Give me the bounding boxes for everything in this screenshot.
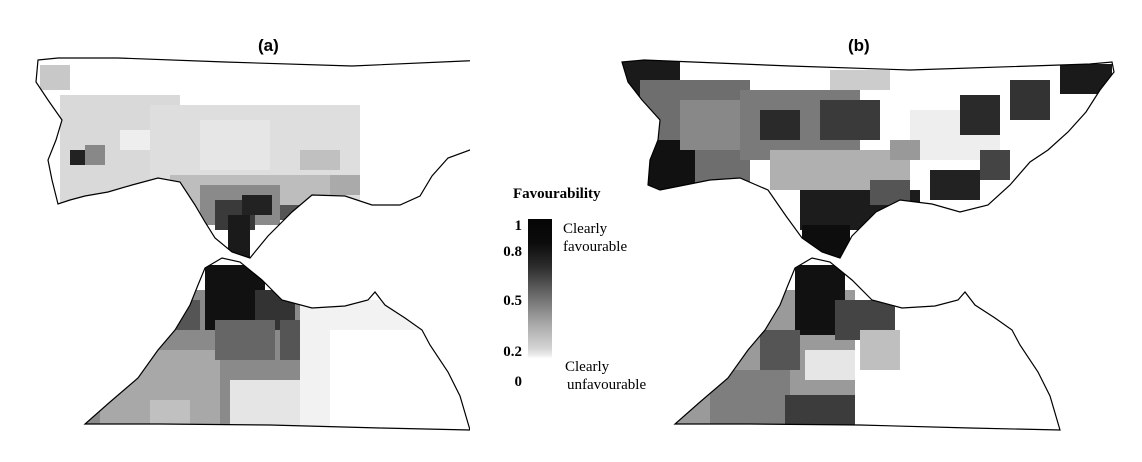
legend-label-favourable-line2: favourable: [563, 239, 628, 255]
south-region-a: [85, 258, 470, 430]
legend-title: Favourability: [513, 186, 601, 202]
legend-label-unfavourable-line2: unfavourable: [567, 377, 647, 393]
north-coastline-b: [621, 59, 1115, 259]
legend-label-unfavourable-line1: Clearly: [565, 359, 610, 375]
north-region-a: [36, 58, 470, 258]
legend-tick-1: 1: [514, 218, 523, 234]
legend-tick-0-8: 0.8: [503, 244, 522, 260]
legend-tick-0-2: 0.2: [503, 344, 522, 360]
favourability-map-b: [621, 59, 1115, 431]
north-coastline-a: [35, 57, 470, 259]
favourability-map-a: [35, 57, 470, 431]
legend-tick-0-5: 0.5: [503, 293, 522, 309]
legend-tick-0: 0: [514, 374, 523, 390]
panel-b-label: (b): [848, 36, 870, 55]
south-coastline-a: [83, 257, 470, 431]
south-coastline-b: [673, 257, 1061, 431]
legend-colorbar: [528, 219, 552, 389]
panel-a-label: (a): [258, 36, 279, 55]
legend-label-favourable-line1: Clearly: [563, 221, 608, 237]
